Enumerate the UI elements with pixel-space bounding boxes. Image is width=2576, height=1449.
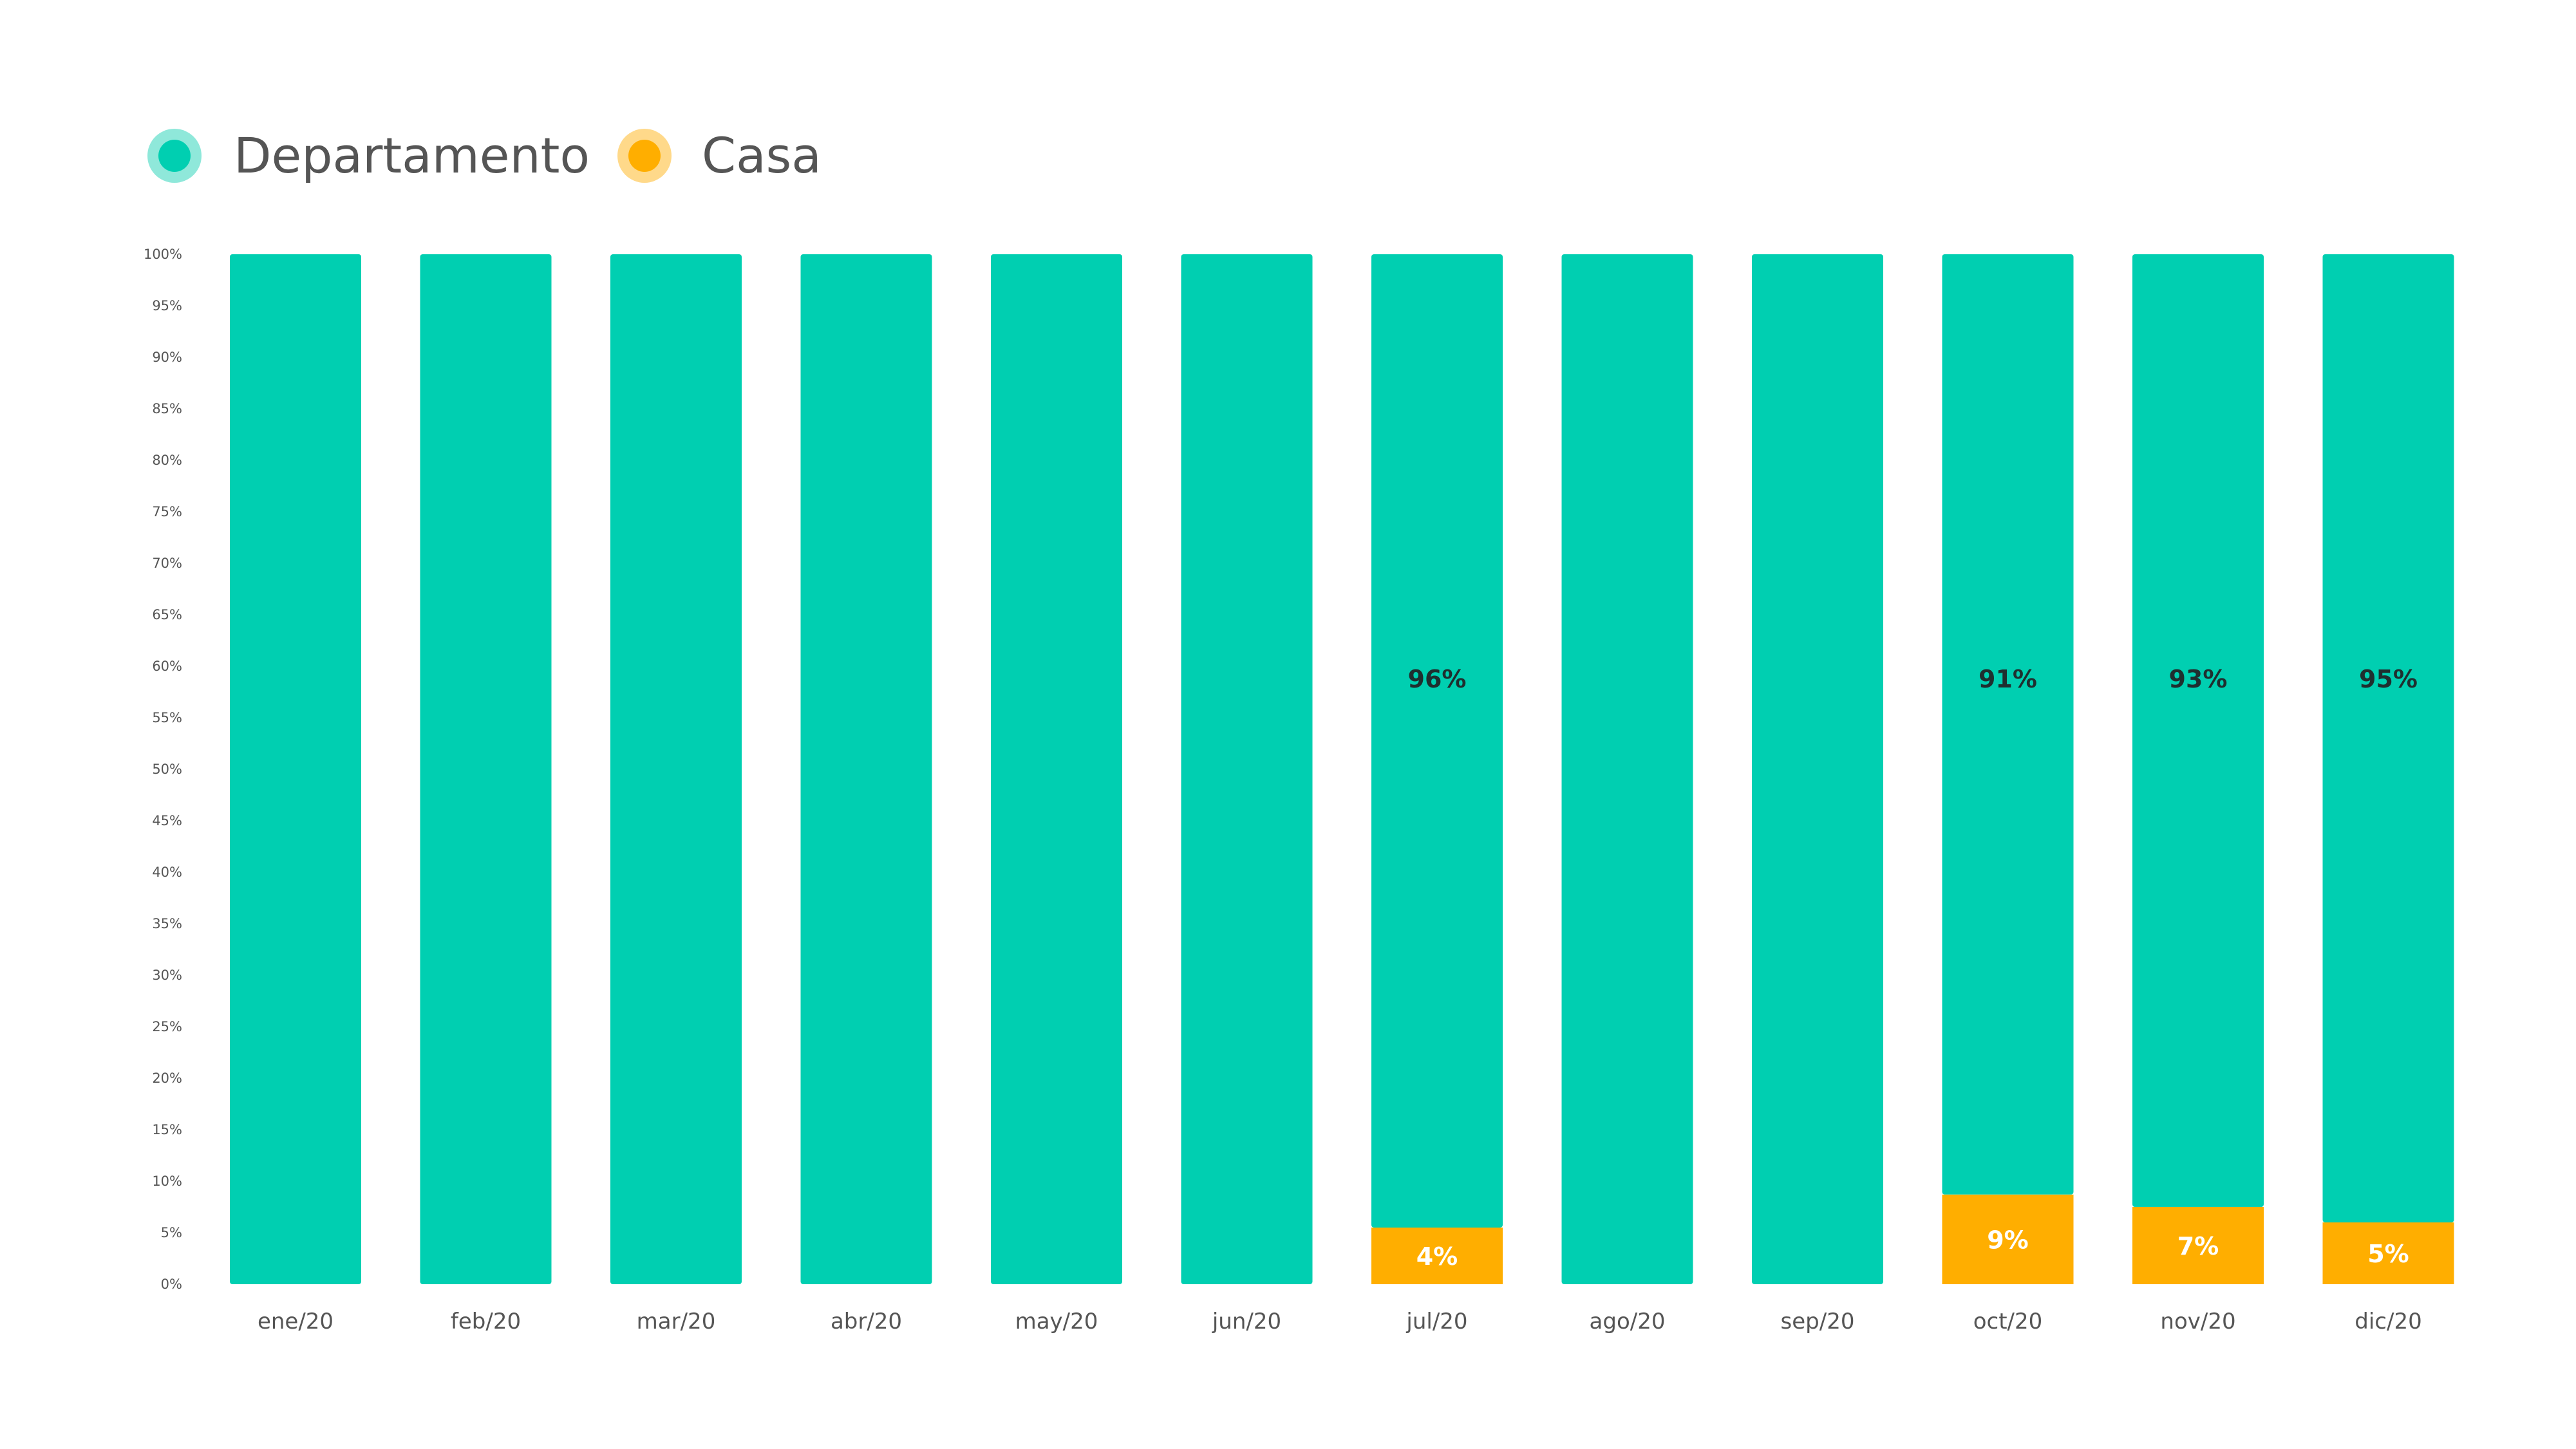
bar-departamento-dic-20	[2322, 254, 2454, 1222]
x-tick-label-oct-20: oct/20	[1973, 1309, 2043, 1334]
y-tick-label-9: 45%	[152, 813, 182, 828]
bar-departamento-abr-20	[800, 254, 932, 1284]
x-tick-label-feb-20: feb/20	[451, 1309, 521, 1334]
bar-departamento-feb-20	[420, 254, 552, 1284]
x-tick-label-abr-20: abr/20	[831, 1309, 902, 1334]
y-tick-label-17: 85%	[152, 401, 182, 416]
value-label-casa-dic-20: 5%	[2367, 1240, 2409, 1268]
value-label-departamento-dic-20: 95%	[2359, 665, 2418, 693]
y-tick-label-12: 60%	[152, 659, 182, 674]
y-tick-label-7: 35%	[152, 916, 182, 931]
legend-label-departamento: Departamento	[234, 127, 590, 184]
y-tick-label-0: 0%	[161, 1276, 182, 1292]
y-tick-label-6: 30%	[152, 968, 182, 983]
value-label-departamento-nov-20: 93%	[2169, 665, 2228, 693]
legend: Departamento Casa	[147, 127, 822, 184]
bar-casa-jul-20	[1371, 1228, 1503, 1284]
x-tick-label-ago-20: ago/20	[1590, 1309, 1666, 1334]
bar-casa-nov-20	[2132, 1207, 2264, 1284]
y-tick-label-3: 15%	[152, 1122, 182, 1137]
value-label-departamento-jul-20: 96%	[1408, 665, 1467, 693]
y-tick-label-20: 100%	[144, 247, 182, 262]
y-tick-label-8: 40%	[152, 865, 182, 880]
legend-marker-casa	[628, 140, 661, 172]
bar-departamento-oct-20	[1942, 254, 2074, 1195]
bar-departamento-sep-20	[1752, 254, 1883, 1284]
y-tick-label-11: 55%	[152, 710, 182, 725]
y-tick-label-1: 5%	[161, 1225, 182, 1240]
value-label-casa-oct-20: 9%	[1987, 1226, 2029, 1254]
value-label-departamento-oct-20: 91%	[1979, 665, 2037, 693]
y-tick-label-14: 70%	[152, 556, 182, 571]
y-tick-label-18: 90%	[152, 350, 182, 365]
bar-departamento-jul-20	[1371, 254, 1503, 1228]
bar-departamento-nov-20	[2132, 254, 2264, 1207]
x-tick-label-jun-20: jun/20	[1212, 1309, 1281, 1334]
legend-marker-departamento	[158, 140, 191, 172]
bar-departamento-ago-20	[1561, 254, 1693, 1284]
y-tick-label-15: 75%	[152, 504, 182, 519]
y-tick-label-19: 95%	[152, 298, 182, 313]
value-label-casa-jul-20: 4%	[1416, 1242, 1458, 1271]
legend-label-casa: Casa	[702, 127, 822, 184]
y-axis: 0% 5% 10% 15% 20% 25% 30% 35% 40% 45% 50% 55% 60% 65%…	[144, 247, 182, 1292]
value-label-casa-nov-20: 7%	[2177, 1232, 2219, 1260]
x-tick-label-dic-20: dic/20	[2355, 1309, 2421, 1334]
y-tick-label-10: 50%	[152, 762, 182, 777]
bar-departamento-mar-20	[610, 254, 742, 1284]
x-tick-label-nov-20: nov/20	[2160, 1309, 2235, 1334]
y-tick-label-5: 25%	[152, 1019, 182, 1034]
bar-casa-oct-20	[1942, 1194, 2074, 1284]
bar-departamento-jun-20	[1181, 254, 1313, 1284]
bars: 96% 4% 91% 9% 93% 7% 95% 5%	[230, 254, 2454, 1284]
bar-departamento-ene-20	[230, 254, 361, 1284]
x-axis: ene/20 feb/20 mar/20 abr/20 may/20 jun/20 jul/…	[258, 1309, 2422, 1334]
x-tick-label-jul-20: jul/20	[1406, 1309, 1467, 1334]
x-tick-label-mar-20: mar/20	[637, 1309, 716, 1334]
x-tick-label-ene-20: ene/20	[258, 1309, 334, 1334]
y-tick-label-4: 20%	[152, 1070, 182, 1086]
y-tick-label-16: 80%	[152, 453, 182, 468]
bar-departamento-may-20	[991, 254, 1122, 1284]
x-tick-label-sep-20: sep/20	[1781, 1309, 1855, 1334]
bar-casa-dic-20	[2322, 1222, 2454, 1284]
y-tick-label-13: 65%	[152, 607, 182, 622]
x-tick-label-may-20: may/20	[1015, 1309, 1098, 1334]
y-tick-label-2: 10%	[152, 1173, 182, 1189]
